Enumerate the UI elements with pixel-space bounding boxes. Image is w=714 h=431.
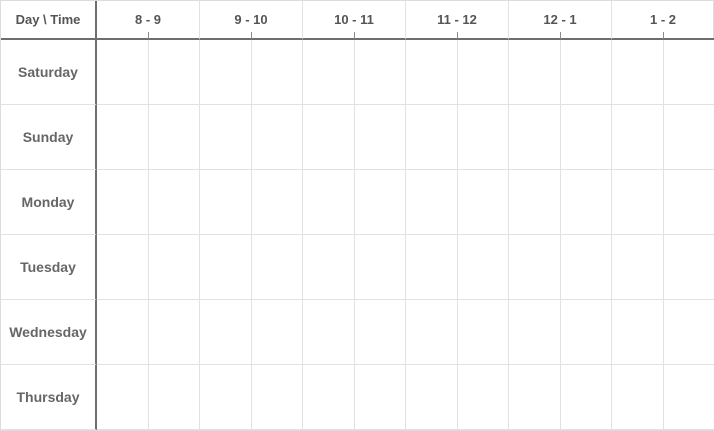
timetable-slot[interactable] — [560, 235, 612, 300]
timetable-slot[interactable] — [303, 40, 355, 105]
timetable-slot[interactable] — [354, 105, 406, 170]
timetable-slot[interactable] — [148, 105, 200, 170]
timetable-slot[interactable] — [148, 300, 200, 365]
time-header-1-2: 1 - 2 — [612, 1, 714, 40]
timetable-slot[interactable] — [251, 235, 303, 300]
timetable-slot[interactable] — [200, 300, 252, 365]
timetable-slot[interactable] — [457, 40, 509, 105]
timetable-slot[interactable] — [148, 170, 200, 235]
timetable-slot[interactable] — [560, 300, 612, 365]
timetable-slot[interactable] — [457, 105, 509, 170]
timetable-slot[interactable] — [200, 365, 252, 430]
half-hour-tick — [251, 32, 252, 39]
timetable-slot[interactable] — [406, 40, 458, 105]
timetable-slot[interactable] — [251, 170, 303, 235]
timetable-slot[interactable] — [200, 40, 252, 105]
timetable-slot[interactable] — [509, 365, 561, 430]
time-header-label: 8 - 9 — [134, 12, 161, 27]
timetable-slot[interactable] — [509, 105, 561, 170]
timetable-slot[interactable] — [612, 170, 664, 235]
timetable-slot[interactable] — [97, 170, 149, 235]
timetable-slot[interactable] — [509, 170, 561, 235]
time-header-label: 10 - 11 — [334, 12, 374, 27]
corner-header: Day \ Time — [1, 1, 97, 40]
timetable-slot[interactable] — [200, 105, 252, 170]
timetable-slot[interactable] — [354, 235, 406, 300]
timetable-slot[interactable] — [457, 365, 509, 430]
timetable-slot[interactable] — [303, 105, 355, 170]
half-hour-tick — [560, 32, 561, 39]
timetable-slot[interactable] — [663, 365, 714, 430]
timetable-slot[interactable] — [457, 170, 509, 235]
timetable-slot[interactable] — [148, 365, 200, 430]
timetable-slot[interactable] — [148, 40, 200, 105]
timetable-slot[interactable] — [251, 40, 303, 105]
timetable-slot[interactable] — [612, 105, 664, 170]
timetable-slot[interactable] — [406, 105, 458, 170]
time-header-label: 9 - 10 — [234, 12, 268, 27]
timetable-slot[interactable] — [251, 300, 303, 365]
day-label-thursday: Thursday — [1, 365, 97, 430]
timetable-slot[interactable] — [457, 300, 509, 365]
half-hour-tick — [457, 32, 458, 39]
timetable-slot[interactable] — [612, 235, 664, 300]
timetable-slot[interactable] — [612, 300, 664, 365]
timetable-slot[interactable] — [354, 365, 406, 430]
timetable-slot[interactable] — [663, 105, 714, 170]
timetable-slot[interactable] — [354, 40, 406, 105]
timetable-slot[interactable] — [509, 300, 561, 365]
time-header-9-10: 9 - 10 — [200, 1, 303, 40]
timetable-slot[interactable] — [303, 170, 355, 235]
timetable-slot[interactable] — [354, 170, 406, 235]
timetable-slot[interactable] — [560, 170, 612, 235]
day-label-sunday: Sunday — [1, 105, 97, 170]
timetable-slot[interactable] — [509, 40, 561, 105]
day-label-monday: Monday — [1, 170, 97, 235]
half-hour-tick — [148, 32, 149, 39]
time-header-10-11: 10 - 11 — [303, 1, 406, 40]
timetable-slot[interactable] — [303, 235, 355, 300]
timetable-slot[interactable] — [148, 235, 200, 300]
timetable-slot[interactable] — [406, 300, 458, 365]
timetable-slot[interactable] — [560, 365, 612, 430]
timetable-slot[interactable] — [97, 235, 149, 300]
timetable-slot[interactable] — [97, 105, 149, 170]
time-header-8-9: 8 - 9 — [97, 1, 200, 40]
timetable-slot[interactable] — [303, 300, 355, 365]
timetable-slot[interactable] — [663, 40, 714, 105]
timetable-slot[interactable] — [251, 105, 303, 170]
half-hour-tick — [663, 32, 664, 39]
time-header-label: 1 - 2 — [649, 12, 676, 27]
timetable-slot[interactable] — [612, 40, 664, 105]
timetable-slot[interactable] — [560, 105, 612, 170]
half-hour-tick — [354, 32, 355, 39]
timetable-slot[interactable] — [97, 40, 149, 105]
timetable-slot[interactable] — [406, 170, 458, 235]
timetable-slot[interactable] — [406, 365, 458, 430]
timetable-slot[interactable] — [509, 235, 561, 300]
timetable-slot[interactable] — [663, 235, 714, 300]
timetable-slot[interactable] — [612, 365, 664, 430]
timetable-slot[interactable] — [457, 235, 509, 300]
day-label-wednesday: Wednesday — [1, 300, 97, 365]
timetable-slot[interactable] — [560, 40, 612, 105]
time-header-label: 12 - 1 — [543, 12, 577, 27]
timetable-slot[interactable] — [200, 170, 252, 235]
timetable-slot[interactable] — [97, 365, 149, 430]
timetable-slot[interactable] — [97, 300, 149, 365]
time-header-label: 11 - 12 — [437, 12, 477, 27]
day-label-saturday: Saturday — [1, 40, 97, 105]
timetable-slot[interactable] — [663, 170, 714, 235]
time-header-12-1: 12 - 1 — [509, 1, 612, 40]
timetable-slot[interactable] — [200, 235, 252, 300]
day-label-tuesday: Tuesday — [1, 235, 97, 300]
timetable-slot[interactable] — [303, 365, 355, 430]
time-header-11-12: 11 - 12 — [406, 1, 509, 40]
timetable-slot[interactable] — [251, 365, 303, 430]
timetable-slot[interactable] — [663, 300, 714, 365]
timetable-slot[interactable] — [406, 235, 458, 300]
timetable-slot[interactable] — [354, 300, 406, 365]
